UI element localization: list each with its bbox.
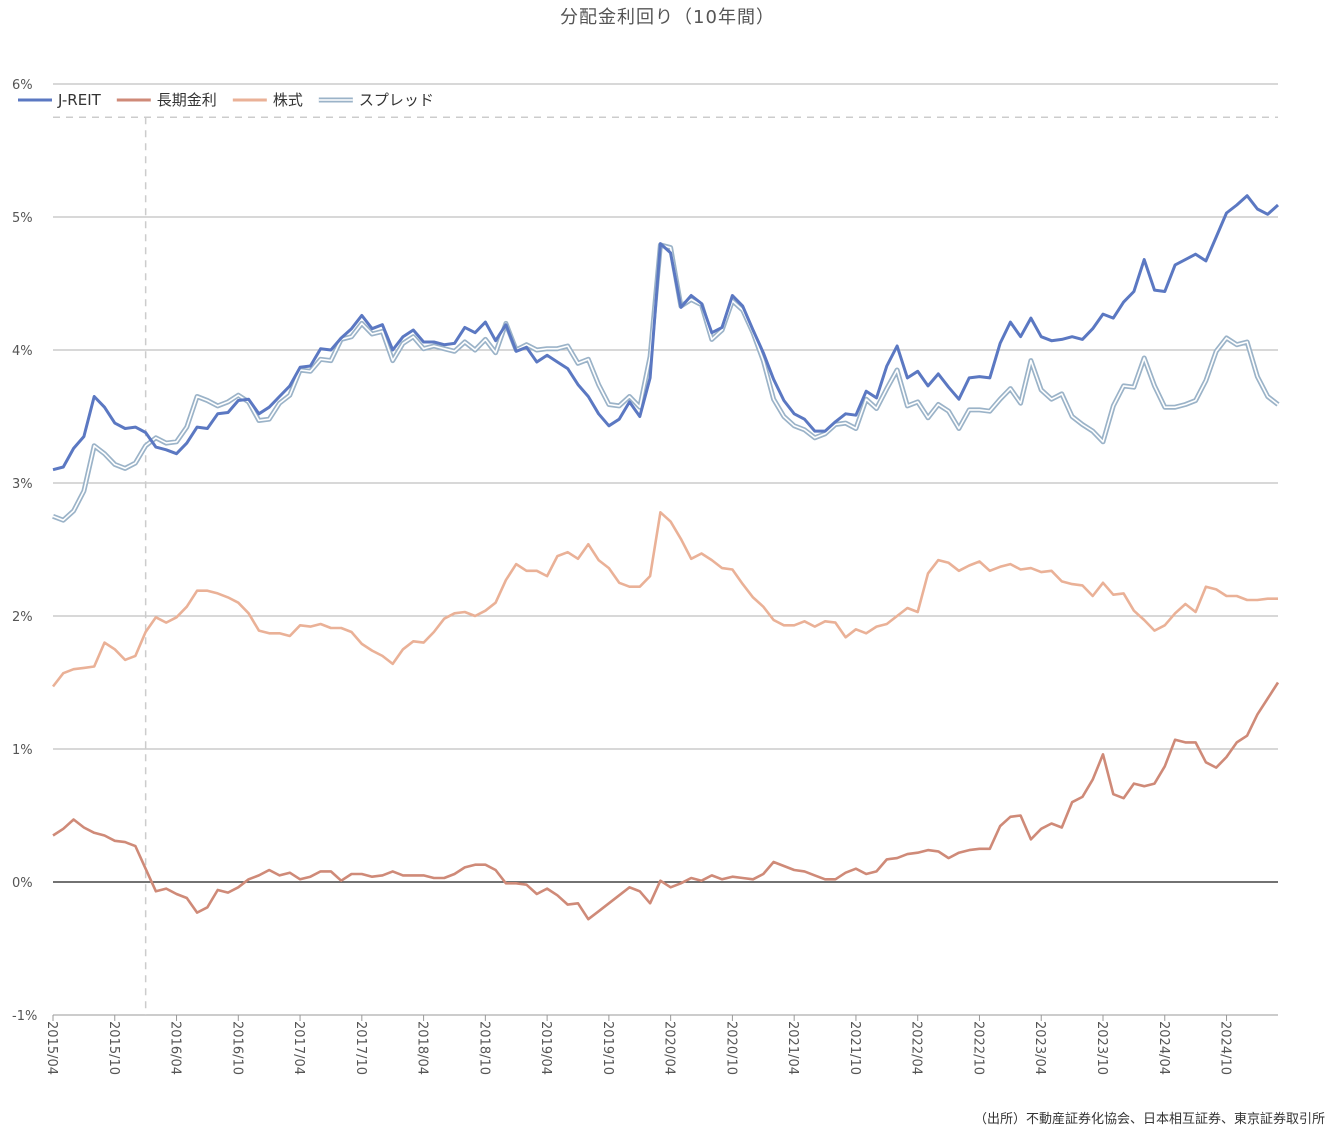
x-tick-label: 2022/04 [909,1021,924,1075]
legend-label: 長期金利 [157,91,217,109]
x-tick-label: 2015/04 [44,1021,59,1075]
y-tick-label: 5% [12,211,33,226]
legend[interactable]: J-REIT 長期金利 株式 スプレッド [18,91,434,109]
chart-title: 分配金利回り（10年間） [560,7,775,28]
source-note: （出所）不動産証券化協会、日本相互証券、東京証券取引所 [973,1112,1325,1127]
y-axis-ticks: 6% 5% 4% 3% 2% 1% 0% -1% [12,78,37,1024]
legend-label: J-REIT [57,91,102,109]
series-lines [51,194,1280,921]
x-tick-label: 2019/04 [538,1021,553,1075]
x-tick-label: 2018/10 [476,1021,491,1075]
y-tick-label: 3% [12,477,33,492]
x-tick-label: 2020/10 [723,1021,738,1075]
grid-lines [53,83,1278,1016]
x-tick-label: 2018/04 [415,1021,430,1075]
y-tick-label: 2% [12,610,33,625]
x-tick-label: 2017/10 [353,1021,368,1075]
x-tick-label: 2021/10 [847,1021,862,1075]
x-tick-label: 2019/10 [600,1021,615,1075]
y-tick-label: 4% [12,344,33,359]
series-spread-line-inner [52,244,1279,522]
x-tick-label: 2024/04 [1156,1021,1171,1075]
legend-item-bond[interactable]: 長期金利 [116,91,217,109]
x-tick-label: 2016/10 [229,1021,244,1075]
x-tick-label: 2021/04 [785,1021,800,1075]
x-tick-label: 2016/04 [168,1021,183,1075]
x-tick-label: 2020/04 [662,1021,677,1075]
x-tick-label: 2024/10 [1218,1021,1233,1075]
reference-lines [53,116,1278,1015]
series-jreit-line [52,194,1280,472]
y-tick-label: 1% [12,743,33,758]
x-tick-label: 2017/04 [291,1021,306,1075]
y-tick-label: 0% [12,876,33,891]
legend-item-spread[interactable]: スプレッド [318,91,434,109]
legend-label: 株式 [273,91,303,109]
series-bond-line [52,681,1280,921]
series-spread-line [52,242,1280,523]
legend-label: スプレッド [359,91,434,109]
x-tick-label: 2023/10 [1094,1021,1109,1075]
y-tick-label: 6% [12,78,33,93]
x-tick-label: 2023/04 [1032,1021,1047,1075]
x-axis-ticks: 2015/04 2015/10 2016/04 2016/10 2017/04 2017/… [44,1015,1233,1075]
y-tick-label: -1% [12,1009,37,1024]
x-tick-label: 2015/10 [106,1021,121,1075]
series-stock-line [51,510,1278,688]
x-tick-label: 2022/10 [970,1021,985,1075]
legend-item-jreit[interactable]: J-REIT [18,91,102,109]
legend-item-stock[interactable]: 株式 [232,91,303,109]
